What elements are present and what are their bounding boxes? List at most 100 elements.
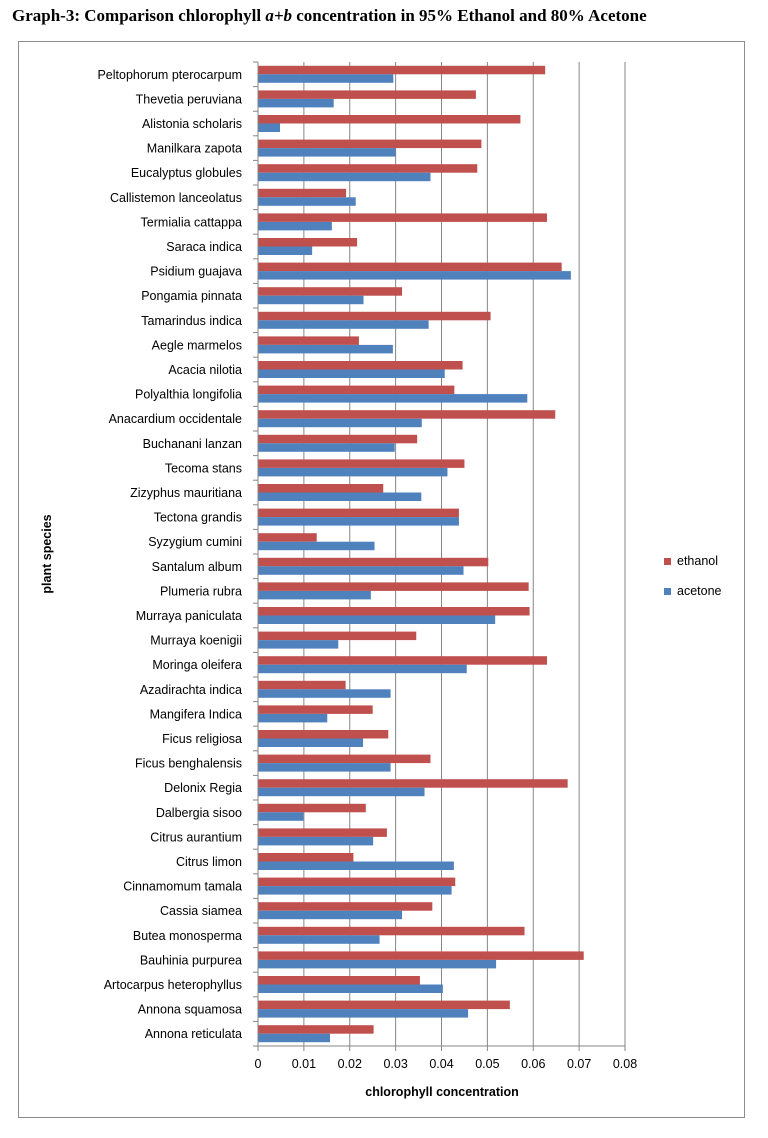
bar-acetone-38 xyxy=(258,1009,469,1018)
category-label-13: Polyalthia longifolia xyxy=(135,388,242,402)
category-label-21: Plumeria rubra xyxy=(160,584,242,598)
bar-acetone-28 xyxy=(258,763,391,772)
bar-acetone-14 xyxy=(258,418,422,428)
bar-acetone-24 xyxy=(258,664,467,674)
y-axis-label: plant species xyxy=(40,514,54,593)
bar-ethanol-37 xyxy=(258,976,420,985)
bar-ethanol-3 xyxy=(258,139,482,149)
category-label-28: Ficus benghalensis xyxy=(135,757,242,771)
bar-ethanol-38 xyxy=(258,1000,510,1010)
axes xyxy=(253,61,626,1051)
bar-acetone-3 xyxy=(258,148,396,157)
bar-ethanol-35 xyxy=(258,926,525,936)
category-label-24: Moringa oleifera xyxy=(152,658,242,672)
bar-acetone-32 xyxy=(258,861,454,870)
category-label-33: Cinnamomum tamala xyxy=(123,880,242,894)
bar-acetone-4 xyxy=(258,172,431,182)
bar-chart: Peltophorum pterocarpum Thevetia peruvian… xyxy=(40,61,722,1099)
category-label-22: Murraya paniculata xyxy=(136,609,242,623)
bar-acetone-15 xyxy=(258,443,395,452)
title-italic-part: a+b xyxy=(265,6,292,25)
x-tick-label-2: 0.02 xyxy=(338,1057,362,1071)
bar-ethanol-2 xyxy=(258,115,521,124)
bar-ethanol-4 xyxy=(258,164,478,173)
bar-ethanol-14 xyxy=(258,410,556,419)
category-label-29: Delonix Regia xyxy=(164,781,242,795)
category-label-3: Manilkara zapota xyxy=(147,142,242,156)
legend-swatch-acetone xyxy=(664,588,671,595)
bar-ethanol-30 xyxy=(258,803,366,813)
bar-ethanol-15 xyxy=(258,434,418,444)
x-tick-label-7: 0.07 xyxy=(567,1057,591,1071)
category-label-18: Tectona grandis xyxy=(154,511,242,525)
x-tick-label-6: 0.06 xyxy=(521,1057,545,1071)
category-label-4: Eucalyptus globules xyxy=(131,166,242,180)
bar-ethanol-7 xyxy=(258,238,358,247)
bar-ethanol-34 xyxy=(258,902,433,911)
bar-ethanol-24 xyxy=(258,656,548,665)
bar-acetone-19 xyxy=(258,541,375,551)
bar-ethanol-6 xyxy=(258,213,548,222)
legend-swatch-ethanol xyxy=(664,558,671,565)
category-label-14: Anacardium occidentale xyxy=(109,412,242,426)
bar-acetone-16 xyxy=(258,467,448,477)
bar-acetone-6 xyxy=(258,221,332,231)
bar-ethanol-36 xyxy=(258,951,584,960)
category-label-25: Azadirachta indica xyxy=(140,683,242,697)
bar-acetone-36 xyxy=(258,959,497,969)
bar-acetone-9 xyxy=(258,295,364,305)
category-label-6: Termialia cattappa xyxy=(141,215,242,229)
category-label-38: Annona squamosa xyxy=(138,1003,242,1017)
category-label-7: Saraca indica xyxy=(166,240,242,254)
bar-acetone-33 xyxy=(258,886,452,895)
bar-acetone-7 xyxy=(258,246,313,255)
bar-acetone-12 xyxy=(258,369,445,378)
bar-ethanol-33 xyxy=(258,877,456,887)
category-label-11: Aegle marmelos xyxy=(152,338,242,352)
x-tick-label-3: 0.03 xyxy=(383,1057,407,1071)
category-label-15: Buchanani lanzan xyxy=(143,437,242,451)
bar-ethanol-9 xyxy=(258,287,403,296)
legend-label-acetone: acetone xyxy=(677,584,722,598)
x-tick-labels: 0 0.01 0.02 0.03 0.04 0.05 0.06 0.07 0.08 xyxy=(255,1057,638,1071)
bar-acetone-22 xyxy=(258,615,496,624)
bar-acetone-17 xyxy=(258,492,422,501)
category-label-9: Pongamia pinnata xyxy=(141,289,242,303)
bar-acetone-25 xyxy=(258,689,391,698)
bar-ethanol-22 xyxy=(258,607,530,616)
bar-acetone-31 xyxy=(258,836,374,846)
bar-ethanol-31 xyxy=(258,828,387,837)
x-axis-label: chlorophyll concentration xyxy=(365,1085,519,1099)
bar-ethanol-18 xyxy=(258,508,459,518)
category-label-26: Mangifera Indica xyxy=(150,707,242,721)
bar-acetone-18 xyxy=(258,517,459,526)
bar-ethanol-12 xyxy=(258,361,463,370)
category-label-39: Annona reticulata xyxy=(145,1027,242,1041)
bar-acetone-29 xyxy=(258,787,425,797)
bar-ethanol-1 xyxy=(258,90,476,99)
bar-ethanol-17 xyxy=(258,484,384,493)
bar-ethanol-11 xyxy=(258,336,359,345)
x-tick-label-8: 0.08 xyxy=(613,1057,637,1071)
title-part-1: Graph-3: Comparison chlorophyll xyxy=(12,6,266,25)
bar-acetone-23 xyxy=(258,640,339,649)
category-label-12: Acacia nilotia xyxy=(168,363,242,377)
bar-acetone-21 xyxy=(258,590,371,600)
category-label-35: Butea monosperma xyxy=(133,929,242,943)
bar-acetone-13 xyxy=(258,394,528,403)
bar-ethanol-0 xyxy=(258,65,546,75)
bar-ethanol-13 xyxy=(258,385,455,395)
category-label-23: Murraya koenigii xyxy=(150,634,242,648)
bar-ethanol-26 xyxy=(258,705,373,714)
bar-ethanol-10 xyxy=(258,311,491,321)
legend-label-ethanol: ethanol xyxy=(677,554,718,568)
bar-ethanol-32 xyxy=(258,853,354,862)
bar-acetone-2 xyxy=(258,123,281,132)
title-part-2: concentration in 95% Ethanol and 80% Ace… xyxy=(292,6,647,25)
bar-ethanol-27 xyxy=(258,730,389,739)
bar-acetone-39 xyxy=(258,1033,331,1043)
category-label-10: Tamarindus indica xyxy=(141,314,242,328)
x-tick-label-0: 0 xyxy=(255,1057,262,1071)
bar-acetone-10 xyxy=(258,320,429,329)
chart-frame: Peltophorum pterocarpum Thevetia peruvian… xyxy=(18,41,745,1118)
